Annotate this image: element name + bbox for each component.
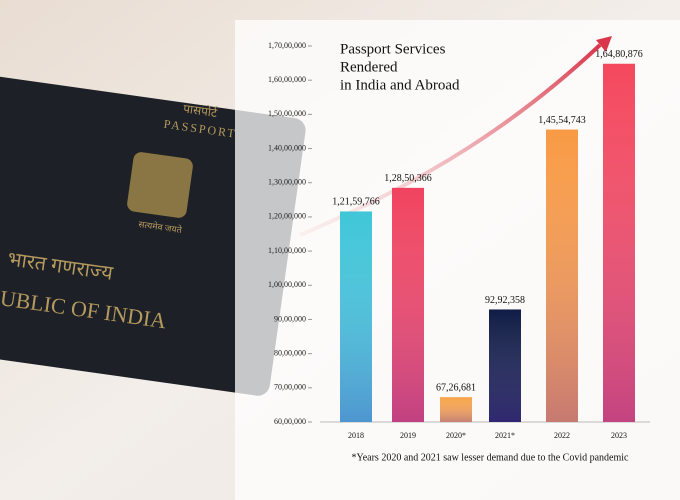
- y-tick-label: 60,00,000: [274, 417, 306, 426]
- value-label: 1,64,80,876: [595, 49, 643, 60]
- passport-image: पासपोर्ट PASSPORT सत्यमेव जयते भारत गणरा…: [0, 75, 306, 396]
- chart-title: Passport Services: [340, 41, 446, 57]
- cover-text: पासपोर्ट: [182, 101, 219, 120]
- y-tick-label: 80,00,000: [274, 348, 306, 357]
- trend-arrow-head: [596, 36, 612, 52]
- y-tick-label: 1,10,00,000: [268, 246, 306, 255]
- chart-title: Rendered: [340, 59, 398, 75]
- x-tick-label: 2018: [348, 431, 364, 440]
- chart-title: in India and Abroad: [340, 77, 460, 93]
- y-tick-label: 90,00,000: [274, 314, 306, 323]
- x-tick-label: 2020*: [446, 431, 466, 440]
- emblem: [127, 152, 193, 218]
- passport-cover: [0, 75, 306, 396]
- footnote: *Years 2020 and 2021 saw lesser demand d…: [352, 452, 630, 463]
- y-tick-label: 1,00,00,000: [268, 280, 306, 289]
- value-label: 1,21,59,766: [332, 197, 380, 208]
- value-label: 67,26,681: [436, 382, 476, 393]
- y-tick-label: 1,30,00,000: [268, 178, 306, 187]
- value-label: 1,28,50,366: [384, 173, 432, 184]
- x-tick-label: 2021*: [495, 431, 515, 440]
- x-tick-label: 2023: [611, 431, 627, 440]
- bar-shade: [603, 63, 635, 423]
- bar-shade: [340, 211, 372, 422]
- x-tick-label: 2019: [400, 431, 416, 440]
- bar-shade: [489, 309, 521, 422]
- x-tick-label: 2022: [554, 431, 570, 440]
- y-tick-label: 1,60,00,000: [268, 75, 306, 84]
- y-tick-label: 1,20,00,000: [268, 212, 306, 221]
- y-tick-label: 1,40,00,000: [268, 143, 306, 152]
- y-tick-label: 70,00,000: [274, 383, 306, 392]
- bar-shade: [546, 129, 578, 423]
- bar-shade: [440, 397, 472, 422]
- y-tick-label: 1,50,00,000: [268, 109, 306, 118]
- value-label: 1,45,54,743: [538, 115, 586, 126]
- bar-shade: [392, 187, 424, 422]
- y-tick-label: 1,70,00,000: [268, 41, 306, 50]
- value-label: 92,92,358: [485, 295, 525, 306]
